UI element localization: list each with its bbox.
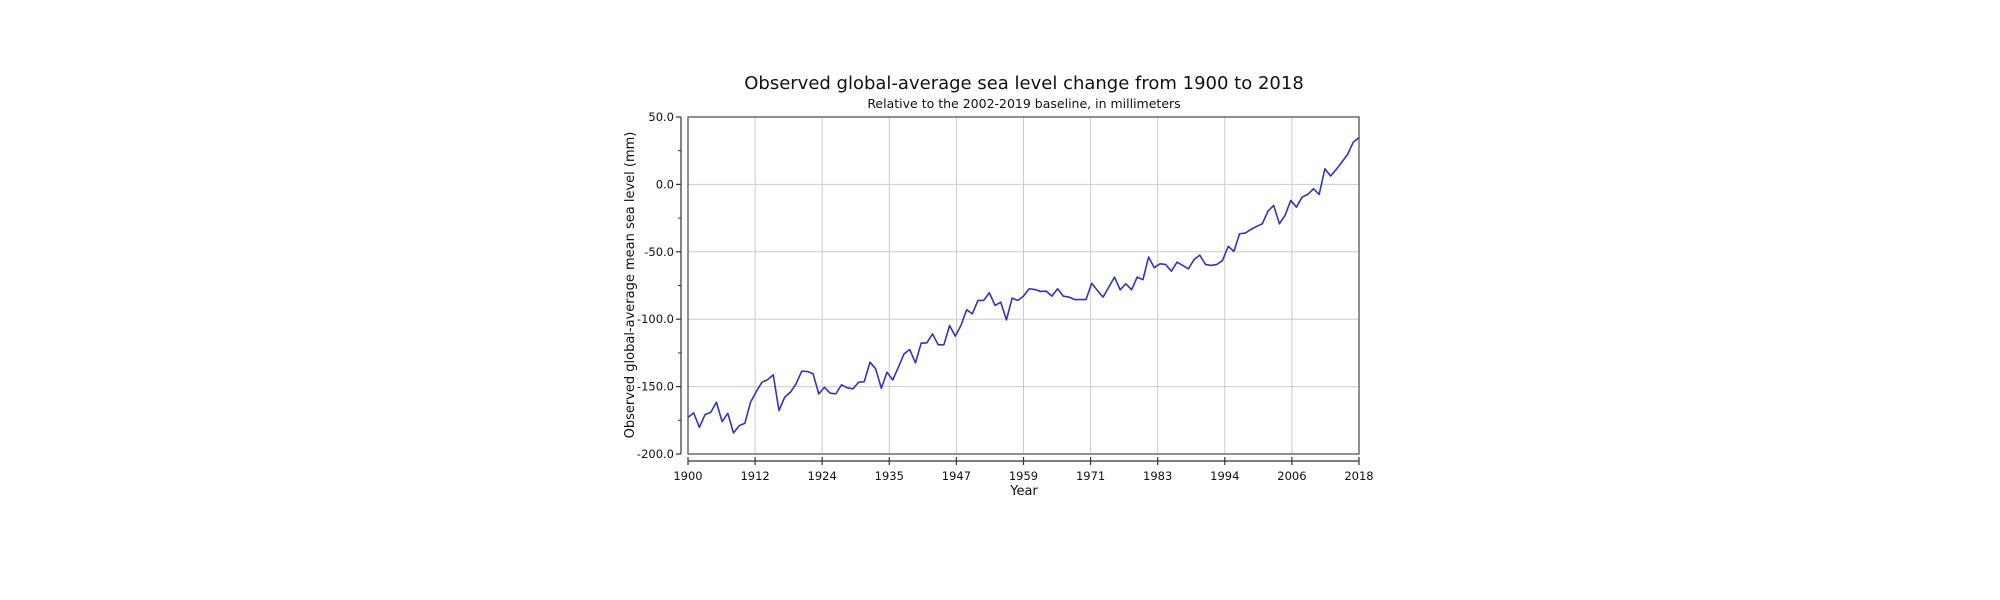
x-tick-label: 2006: [1277, 469, 1306, 483]
x-tick-label: 1994: [1210, 469, 1239, 483]
y-tick-label: -100.0: [637, 312, 674, 326]
x-tick-label: 1900: [673, 469, 702, 483]
x-tick-label: 1983: [1143, 469, 1172, 483]
y-tick-label: 0.0: [656, 177, 674, 191]
y-tick-label: 50.0: [648, 110, 674, 124]
series-layer: [687, 136, 1360, 434]
x-tick-label: 1947: [942, 469, 971, 483]
y-axis-label: Observed global-average mean sea level (…: [623, 132, 638, 439]
x-tick-label: 1971: [1076, 469, 1105, 483]
plot-frame: [687, 116, 1360, 455]
grid: [688, 117, 1359, 454]
y-tick-label: -200.0: [637, 447, 674, 461]
x-tick-label: 1959: [1009, 469, 1038, 483]
x-axis: 1900 1912 1924 1935 1947 1959 1971 1983 1994 2006…: [673, 457, 1374, 483]
x-tick-label: 1924: [808, 469, 837, 483]
chart-subtitle: Relative to the 2002-2019 baseline, in m…: [867, 96, 1180, 111]
chart-title: Observed global-average sea level change…: [744, 73, 1304, 94]
x-axis-label: Year: [1009, 484, 1038, 499]
y-tick-label: -150.0: [637, 380, 674, 394]
x-tick-label: 1935: [875, 469, 904, 483]
x-tick-label: 2018: [1344, 469, 1373, 483]
y-tick-label: -50.0: [644, 245, 674, 259]
x-tick-label: 1912: [740, 469, 769, 483]
y-axis: 50.0 0.0 -50.0 -100.0 -150.0 -200.0: [637, 110, 682, 461]
